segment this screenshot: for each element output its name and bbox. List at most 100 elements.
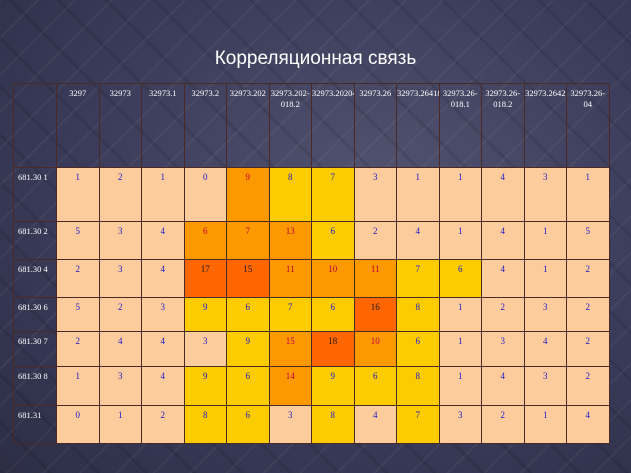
value-cell: 3 (481, 331, 525, 367)
row-label: 681.31 (13, 405, 57, 444)
value-cell: 9 (226, 331, 270, 367)
value-cell: 4 (481, 221, 525, 260)
value-cell: 6 (226, 366, 270, 406)
value-cell: 10 (353, 331, 397, 367)
column-header: 32973.2 (183, 83, 227, 168)
value-cell: 6 (226, 297, 270, 332)
value-cell: 9 (183, 297, 227, 332)
table-row: 681.31 0 1 2 8 6 3 8 4 7 3 2 1 4 (13, 405, 610, 444)
value-cell: 0 (183, 167, 227, 222)
value-cell: 4 (481, 366, 525, 406)
column-header: 32973.26-018.2 (481, 83, 525, 168)
value-cell: 3 (438, 405, 482, 444)
column-header: 32973.20204 (311, 83, 355, 168)
value-cell: 2 (566, 366, 610, 406)
value-cell: 8 (268, 167, 312, 222)
value-cell: 10 (311, 259, 355, 298)
value-cell: 4 (481, 259, 525, 298)
value-cell: 6 (396, 331, 440, 367)
row-label: 681.30 8 (13, 366, 57, 406)
value-cell: 2 (566, 259, 610, 298)
value-cell: 2 (141, 405, 185, 444)
value-cell: 3 (523, 297, 567, 332)
value-cell: 9 (311, 366, 355, 406)
value-cell: 8 (311, 405, 355, 444)
value-cell: 5 (566, 221, 610, 260)
value-cell: 13 (268, 221, 312, 260)
column-header: 32973.26 (353, 83, 397, 168)
value-cell: 2 (481, 297, 525, 332)
value-cell: 1 (438, 331, 482, 367)
value-cell: 3 (141, 297, 185, 332)
value-cell: 1 (141, 167, 185, 222)
value-cell: 15 (268, 331, 312, 367)
column-header: 32973.202 (226, 83, 270, 168)
value-cell: 3 (98, 259, 142, 298)
value-cell: 7 (311, 167, 355, 222)
value-cell: 6 (353, 366, 397, 406)
value-cell: 3 (523, 167, 567, 222)
value-cell: 5 (56, 221, 100, 260)
value-cell: 7 (268, 297, 312, 332)
value-cell: 4 (396, 221, 440, 260)
value-cell: 3 (183, 331, 227, 367)
value-cell: 3 (98, 366, 142, 406)
table-row: 681.30 8 1 3 4 9 6 14 9 6 8 1 4 3 2 (13, 366, 610, 406)
value-cell: 7 (396, 259, 440, 298)
value-cell: 9 (183, 366, 227, 406)
correlation-table: 3297 32973 32973.1 32973.2 32973.202 32973.20… (13, 83, 610, 444)
corner-cell (13, 83, 57, 168)
value-cell: 6 (311, 297, 355, 332)
value-cell: 1 (438, 167, 482, 222)
value-cell: 2 (566, 297, 610, 332)
value-cell: 3 (523, 366, 567, 406)
value-cell: 2 (566, 331, 610, 367)
value-cell: 8 (396, 297, 440, 332)
value-cell: 16 (353, 297, 397, 332)
value-cell: 4 (98, 331, 142, 367)
value-cell: 2 (353, 221, 397, 260)
value-cell: 18 (311, 331, 355, 367)
value-cell: 7 (226, 221, 270, 260)
value-cell: 3 (268, 405, 312, 444)
column-header: 32973.202-018.2 (268, 83, 312, 168)
value-cell: 4 (141, 366, 185, 406)
value-cell: 7 (396, 405, 440, 444)
value-cell: 2 (98, 167, 142, 222)
value-cell: 1 (98, 405, 142, 444)
value-cell: 1 (523, 405, 567, 444)
value-cell: 6 (311, 221, 355, 260)
value-cell: 11 (353, 259, 397, 298)
value-cell: 6 (438, 259, 482, 298)
row-label: 681.30 7 (13, 331, 57, 367)
row-label: 681.30 4 (13, 259, 57, 298)
value-cell: 4 (566, 405, 610, 444)
value-cell: 4 (141, 259, 185, 298)
value-cell: 2 (98, 297, 142, 332)
value-cell: 1 (523, 259, 567, 298)
column-header: 32973 (98, 83, 142, 168)
value-cell: 4 (481, 167, 525, 222)
value-cell: 6 (226, 405, 270, 444)
value-cell: 17 (183, 259, 227, 298)
value-cell: 1 (438, 297, 482, 332)
value-cell: 4 (353, 405, 397, 444)
column-header: 32973.2642 (523, 83, 567, 168)
value-cell: 4 (523, 331, 567, 367)
value-cell: 1 (438, 221, 482, 260)
row-label: 681.30 2 (13, 221, 57, 260)
table-row: 681.30 2 5 3 4 6 7 13 6 2 4 1 4 1 5 (13, 221, 610, 260)
value-cell: 1 (523, 221, 567, 260)
value-cell: 9 (226, 167, 270, 222)
value-cell: 1 (56, 167, 100, 222)
value-cell: 6 (183, 221, 227, 260)
column-header: 32973.26-04 (566, 83, 610, 168)
value-cell: 8 (183, 405, 227, 444)
column-header: 32973.26418 (396, 83, 440, 168)
value-cell: 0 (56, 405, 100, 444)
value-cell: 14 (268, 366, 312, 406)
value-cell: 5 (56, 297, 100, 332)
value-cell: 1 (396, 167, 440, 222)
value-cell: 2 (56, 331, 100, 367)
